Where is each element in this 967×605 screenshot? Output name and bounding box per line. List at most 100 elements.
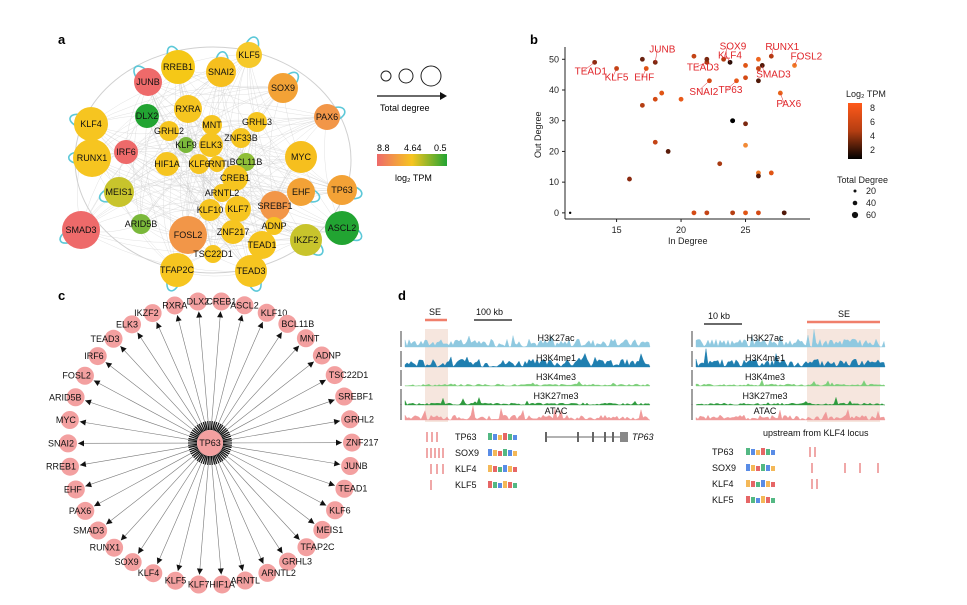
scatter-point <box>743 75 748 81</box>
network-node <box>160 253 194 287</box>
point-label: SNAI2 <box>689 87 718 98</box>
network-node-label: MNT <box>202 120 222 130</box>
label-leader <box>642 68 647 78</box>
motif-logo <box>771 482 775 487</box>
target-edge <box>79 421 197 442</box>
arrow-head-icon <box>156 322 162 329</box>
target-edge <box>177 456 207 572</box>
network-node-label: DLX2 <box>136 111 159 121</box>
arrow-head-icon <box>79 461 87 468</box>
center-fan <box>202 421 207 431</box>
target-node <box>297 538 316 557</box>
network-node-label: HIF1A <box>154 159 180 169</box>
target-edge <box>223 447 336 486</box>
network-edge <box>146 86 284 117</box>
scatter-point <box>652 96 658 102</box>
network-node <box>104 177 134 207</box>
center-fan <box>194 426 202 434</box>
label-leader <box>726 80 737 90</box>
y-tick-label: 30 <box>549 116 559 126</box>
network-node <box>268 73 298 103</box>
network-edge <box>242 121 258 272</box>
target-edge <box>220 451 315 525</box>
motif-logo <box>498 467 502 472</box>
scatter-point <box>704 210 710 216</box>
center-fan <box>220 429 229 436</box>
network-edge <box>177 66 252 272</box>
arrow-head-icon <box>78 440 85 447</box>
network-edge <box>168 130 263 246</box>
target-node <box>296 329 315 348</box>
arrow-head-icon <box>105 362 113 369</box>
target-node-label: SNAI2 <box>48 438 74 448</box>
center-fan <box>214 454 220 464</box>
right-se-label: SE <box>838 309 850 319</box>
center-fan <box>202 455 207 465</box>
right-scale-label: 10 kb <box>708 311 730 321</box>
network-node-label: IKZF2 <box>294 235 319 245</box>
motif-name: TP63 <box>712 447 734 457</box>
left-tracks: H3K27ac H3K4me1 H3K4me3 H3K27me3 ATAC <box>400 331 651 421</box>
target-edge <box>199 456 210 575</box>
target-node <box>278 552 297 571</box>
network-node <box>199 133 223 157</box>
motif-logo <box>498 483 502 488</box>
arrow-head-icon <box>335 439 342 446</box>
arrow-head-icon <box>94 500 101 507</box>
motif-name: KLF4 <box>712 479 734 489</box>
network-edge <box>140 130 170 225</box>
network-edge <box>146 115 258 128</box>
center-fan <box>207 455 210 465</box>
scatter-point <box>717 161 723 167</box>
network-edge <box>140 156 302 225</box>
motif-logo <box>513 483 517 488</box>
target-node <box>105 538 124 557</box>
target-edge <box>215 455 264 564</box>
center-fan <box>200 454 206 464</box>
network-edge <box>125 134 242 153</box>
size-legend-small <box>380 70 392 82</box>
target-node-label: IKZF2 <box>134 308 159 318</box>
motif-logo <box>761 464 765 471</box>
network-edge <box>125 121 258 153</box>
x-tick-label: 20 <box>676 225 686 235</box>
arrow-head-icon <box>156 557 163 565</box>
network-node-label: GRHL2 <box>154 126 184 136</box>
network-node <box>287 178 315 206</box>
scatter-point <box>792 63 797 68</box>
motif-logo <box>751 497 755 503</box>
center-fan <box>222 445 232 449</box>
track-label: H3K4me1 <box>745 353 785 363</box>
target-node <box>165 296 184 315</box>
network-node <box>199 199 221 221</box>
network-node <box>221 220 245 244</box>
arrow-head-icon <box>85 481 92 488</box>
exon <box>612 432 614 442</box>
target-node-label: BCL11B <box>281 319 314 329</box>
motif-logo <box>498 435 502 440</box>
network-node <box>235 255 267 287</box>
label-leader <box>771 47 774 57</box>
scatter-point <box>756 66 761 71</box>
motif-logo <box>766 465 770 471</box>
degree-tick-20: 20 <box>866 186 876 196</box>
motif-logo <box>513 435 517 440</box>
network-edge <box>140 66 179 225</box>
scatter-point <box>678 96 684 102</box>
target-node-label: SOX9 <box>115 557 139 567</box>
label-leader <box>612 68 617 78</box>
center-fan <box>217 424 224 433</box>
motif-logo <box>493 450 497 456</box>
motif-logo <box>508 434 512 440</box>
center-fan <box>215 423 222 433</box>
target-edge <box>85 447 197 487</box>
arrow-head-icon <box>328 398 335 405</box>
network-node-label: CREB1 <box>220 173 250 183</box>
target-node-label: FOSL2 <box>62 371 91 381</box>
motif-logo <box>503 465 507 472</box>
network-node-label: JUNB <box>136 77 160 87</box>
motif-logo <box>756 450 760 455</box>
center-fan <box>221 447 231 453</box>
network-node <box>204 245 222 263</box>
